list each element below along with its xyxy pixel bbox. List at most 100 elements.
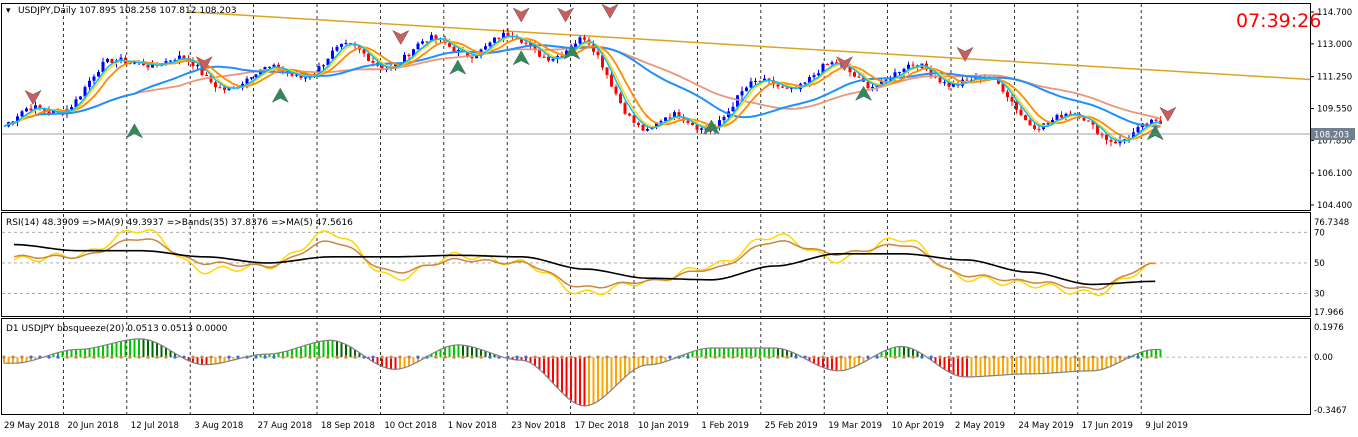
squeeze-dot bbox=[596, 355, 600, 359]
candle-body bbox=[880, 80, 883, 86]
candle-body bbox=[619, 93, 622, 104]
time-label: 23 Nov 2018 bbox=[511, 421, 565, 431]
squeeze-histogram bbox=[2, 338, 1310, 407]
squeeze-dot bbox=[137, 355, 141, 359]
candle-body bbox=[1145, 123, 1149, 125]
candle-body bbox=[772, 80, 775, 85]
candle-body bbox=[47, 110, 51, 114]
candle-body bbox=[466, 51, 469, 57]
time-label: 18 Sep 2018 bbox=[321, 421, 375, 431]
symbol-menu-icon[interactable]: ▾ bbox=[6, 6, 11, 16]
squeeze-dot bbox=[200, 355, 204, 359]
candle-body bbox=[1055, 114, 1059, 121]
moving-average-line bbox=[3, 35, 1161, 142]
candle-body bbox=[52, 110, 55, 114]
candle-body bbox=[736, 95, 739, 107]
sell-arrow-icon bbox=[601, 3, 619, 19]
squeeze-dot bbox=[299, 355, 303, 359]
squeeze-dot bbox=[830, 355, 834, 359]
rsi-series-line bbox=[13, 243, 1156, 286]
price-axis[interactable]: 114.700 113.000 111.250 109.550 107.850 106.1… bbox=[1310, 8, 1352, 211]
squeeze-dot bbox=[686, 355, 690, 359]
candle-body bbox=[20, 111, 24, 117]
candle-body bbox=[497, 37, 501, 39]
candle-body bbox=[659, 120, 663, 123]
time-axis[interactable]: 29 May 2018 20 Jun 2018 12 Jul 2018 3 Aug 2… bbox=[4, 421, 1188, 431]
candle-body bbox=[452, 46, 456, 52]
candle-body bbox=[133, 62, 136, 64]
candle-body bbox=[646, 128, 649, 131]
candle-body bbox=[425, 41, 429, 43]
candle-body bbox=[767, 78, 771, 81]
current-price-value: 108.203 bbox=[1314, 131, 1349, 141]
squeeze-dot bbox=[2, 355, 6, 359]
candle-body bbox=[146, 65, 150, 68]
candle-body bbox=[268, 66, 271, 68]
candle-body bbox=[97, 71, 100, 77]
squeeze-dot bbox=[758, 355, 762, 359]
candle-body bbox=[853, 72, 856, 77]
candle-body bbox=[830, 62, 834, 65]
squeeze-dot bbox=[164, 355, 168, 359]
candle-body bbox=[101, 61, 105, 72]
candle-body bbox=[889, 79, 892, 81]
squeeze-dot bbox=[920, 355, 924, 359]
candle-body bbox=[272, 64, 276, 67]
candle-body bbox=[250, 77, 253, 79]
candle-body bbox=[1082, 117, 1086, 121]
candle-body bbox=[686, 120, 690, 123]
squeeze-dot bbox=[461, 355, 465, 359]
squeeze-dot bbox=[389, 355, 393, 359]
squeeze-dot bbox=[713, 355, 717, 359]
candle-body bbox=[745, 87, 748, 92]
candle-body bbox=[952, 83, 955, 87]
main-pane-frame bbox=[1, 3, 1311, 211]
rsi-lines bbox=[13, 229, 1156, 297]
time-label: 2 May 2019 bbox=[955, 421, 1005, 431]
squeeze-dot bbox=[317, 355, 321, 359]
candle-body bbox=[178, 55, 181, 61]
squeeze-dot bbox=[857, 355, 861, 359]
candle-body bbox=[371, 60, 375, 63]
candle-body bbox=[623, 103, 627, 114]
squeeze-dot bbox=[398, 355, 402, 359]
candle-body bbox=[380, 65, 384, 69]
squeeze-dot bbox=[515, 355, 519, 359]
squeeze-dot bbox=[848, 355, 852, 359]
squeeze-dot bbox=[344, 355, 348, 359]
candle-body bbox=[1051, 120, 1054, 124]
squeeze-dot bbox=[74, 355, 78, 359]
time-label: 12 Jul 2018 bbox=[131, 421, 179, 431]
squeeze-dot bbox=[128, 355, 132, 359]
squeeze-dot bbox=[1001, 355, 1005, 359]
squeeze-dot bbox=[902, 355, 906, 359]
candle-body bbox=[209, 75, 213, 83]
candle-body bbox=[907, 64, 910, 69]
price-tick-label: 109.550 bbox=[1317, 105, 1352, 115]
time-label: 10 Apr 2019 bbox=[892, 421, 945, 431]
squeeze-dot bbox=[1109, 355, 1113, 359]
squeeze-dot bbox=[794, 355, 798, 359]
candle-body bbox=[412, 49, 415, 57]
squeeze-dot bbox=[704, 355, 708, 359]
squeeze-dot bbox=[578, 355, 582, 359]
squeeze-dot bbox=[947, 355, 951, 359]
candle-body bbox=[538, 48, 541, 57]
buy-arrow-icon bbox=[563, 44, 581, 60]
candle-body bbox=[673, 112, 676, 118]
candle-body bbox=[223, 87, 226, 90]
candle-body bbox=[1096, 124, 1099, 135]
candle-body bbox=[151, 62, 154, 68]
server-clock: 07:39:26 bbox=[1236, 10, 1321, 32]
squeeze-dot bbox=[1073, 355, 1077, 359]
squeeze-dot bbox=[290, 355, 294, 359]
candle-body bbox=[785, 87, 789, 89]
candle-body bbox=[290, 73, 294, 76]
squeeze-tick-label: 0.00 bbox=[1314, 353, 1333, 363]
candle-body bbox=[119, 57, 123, 61]
candle-body bbox=[205, 74, 208, 76]
candle-body bbox=[610, 74, 613, 87]
candle-body bbox=[74, 99, 78, 108]
squeeze-dot bbox=[371, 355, 375, 359]
